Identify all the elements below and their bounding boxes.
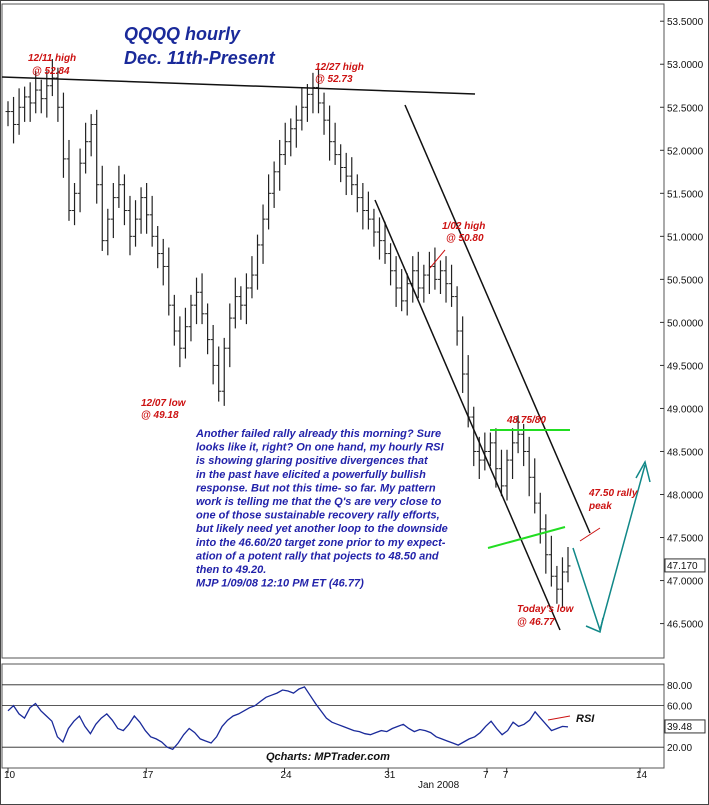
upper-channel-line	[404, 104, 591, 534]
price-tick-label: 53.5000	[667, 17, 704, 28]
rsi-tick-label: 20.00	[667, 743, 692, 754]
commentary-line: looks like it, right? On one hand, my ho…	[196, 442, 444, 454]
price-tick-label: 52.0000	[667, 146, 704, 157]
annotation-rally-peak-2: peak	[588, 501, 612, 512]
chart-credit: Qcharts: MPTrader.com	[266, 751, 390, 763]
rsi-axis: 80.00 60.00 20.00	[2, 681, 692, 754]
time-tick-label: 7	[483, 770, 489, 781]
rsi-label: RSI	[576, 713, 595, 725]
time-tick-label: 10	[4, 770, 16, 781]
annotation-jan02-high-value: @ 50.80	[446, 233, 484, 244]
annotation-dec27-high: 12/27 high	[315, 62, 364, 73]
rally-peak-pointer	[579, 527, 601, 542]
rsi-tick-label: 60.00	[667, 702, 692, 713]
annotation-rally-peak: 47.50 rally	[588, 488, 638, 499]
price-tick-label: 53.0000	[667, 60, 704, 71]
annotation-jan02-high: 1/02 high	[442, 221, 485, 232]
annotation-dec07-low-value: @ 49.18	[141, 410, 179, 421]
commentary-text: Another failed rally already this mornin…	[195, 428, 448, 590]
annotations: 12/11 high @ 52.84 12/27 high @ 52.73 1/…	[28, 53, 638, 628]
last-price-label: 47.170	[667, 561, 698, 572]
time-tick-label: 31	[384, 770, 396, 781]
annotation-resistance-zone: 48.75/80	[506, 415, 546, 426]
projection-arrowhead-low	[585, 617, 604, 634]
annotation-todays-low: Today's low	[517, 604, 575, 615]
commentary-line: then to 49.20.	[196, 564, 266, 576]
price-tick-label: 51.5000	[667, 189, 704, 200]
chart-title: QQQQ hourly	[124, 24, 241, 44]
rsi-series-line	[7, 686, 569, 751]
commentary-line: is showing glaring positive divergences …	[196, 455, 429, 467]
annotation-dec11-high: 12/11 high	[28, 53, 76, 64]
commentary-line: one of those sustainable recovery rally …	[196, 510, 440, 522]
commentary-line: but likely need yet another loop to the …	[196, 523, 448, 535]
annotation-dec11-high-value: @ 52.84	[32, 66, 70, 77]
price-tick-label: 50.5000	[667, 275, 704, 286]
price-panel	[1, 3, 665, 659]
resistance-line	[1, 76, 476, 95]
time-tick-label: 14	[636, 770, 648, 781]
price-axis: 53.5000 53.0000 52.5000 52.0000 51.5000 51.00…	[660, 17, 704, 631]
price-tick-label: 51.0000	[667, 232, 704, 243]
commentary-line: MJP 1/09/08 12:10 PM ET (46.77)	[196, 578, 364, 590]
commentary-line: response. But not this time- so far. My …	[196, 482, 436, 494]
annotation-todays-low-value: @ 46.77	[517, 617, 555, 628]
commentary-line: in the past have elicited a powerfully b…	[196, 469, 426, 481]
last-price-tag: 47.170	[664, 558, 706, 573]
lower-channel-line	[374, 199, 561, 631]
rsi-panel	[1, 663, 665, 769]
time-tick-label: 24	[281, 770, 293, 781]
x-sub-label: Jan 2008	[418, 780, 460, 791]
price-tick-label: 47.5000	[667, 534, 704, 545]
commentary-line: ation of a potent rally that pojects to …	[196, 550, 439, 562]
time-tick-label: 7	[503, 770, 509, 781]
time-tick-label: 17	[142, 770, 154, 781]
commentary-line: Another failed rally already this mornin…	[195, 428, 441, 440]
jan02-pointer	[429, 249, 446, 269]
price-tick-label: 52.5000	[667, 103, 704, 114]
price-tick-label: 49.0000	[667, 404, 704, 415]
price-bars	[5, 59, 571, 609]
price-tick-label: 48.5000	[667, 447, 704, 458]
price-tick-label: 47.0000	[667, 577, 704, 588]
annotation-dec27-high-value: @ 52.73	[315, 74, 353, 85]
price-tick-label: 46.5000	[667, 620, 704, 631]
commentary-line: work is telling me that the Q's are very…	[196, 496, 442, 508]
rsi-last-value: 39.48	[667, 722, 692, 733]
time-axis: 10 17 24 31 7 7 14	[4, 768, 648, 781]
annotation-dec07-low: 12/07 low	[141, 398, 187, 409]
chart-subtitle: Dec. 11th-Present	[124, 48, 276, 68]
commentary-line: into the 46.60/20 target zone prior to m…	[196, 537, 446, 549]
rsi-last-tag: 39.48	[664, 719, 706, 734]
rsi-tick-label: 80.00	[667, 681, 692, 692]
projection-arrowhead-high	[635, 459, 651, 483]
price-tick-label: 49.5000	[667, 361, 704, 372]
trend-lines	[1, 76, 601, 631]
projection-path	[572, 459, 651, 634]
price-tick-label: 48.0000	[667, 491, 704, 502]
support-line-lower	[487, 526, 566, 549]
rsi-label-pointer	[547, 715, 571, 721]
price-tick-label: 50.0000	[667, 318, 704, 329]
